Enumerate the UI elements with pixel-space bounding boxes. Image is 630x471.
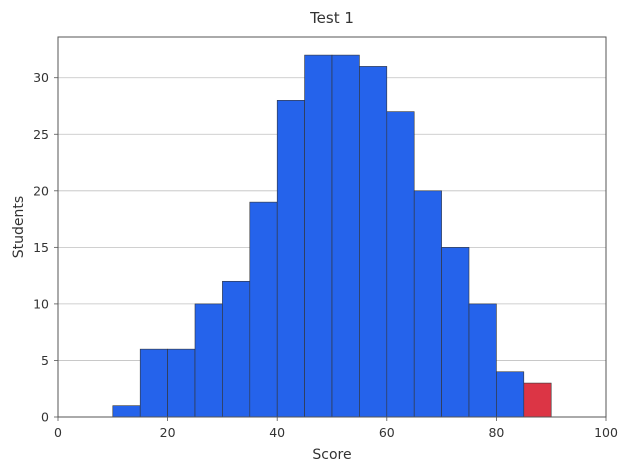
x-tick-label: 0: [54, 425, 62, 440]
histogram-bar: [496, 371, 525, 418]
histogram-bar: [194, 303, 223, 418]
chart-title: Test 1: [309, 9, 354, 27]
y-tick-label: 5: [41, 353, 49, 368]
x-tick-label: 100: [594, 425, 618, 440]
x-axis-ticks: 0 20 40 60 80 100: [54, 417, 618, 440]
y-axis-ticks: 0 5 10 15 20 25 30: [33, 70, 58, 425]
y-tick-label: 20: [33, 183, 49, 198]
histogram-bar-highlighted: [523, 382, 552, 418]
y-tick-label: 10: [33, 296, 49, 311]
histogram-bar: [359, 66, 388, 418]
x-axis-label: Score: [312, 447, 351, 463]
histogram-bars: [112, 54, 552, 418]
x-tick-label: 60: [379, 425, 395, 440]
y-tick-label: 25: [33, 127, 49, 142]
histogram-bar: [441, 247, 470, 418]
histogram-bar: [304, 54, 333, 418]
histogram-bar: [276, 100, 305, 418]
x-tick-label: 20: [160, 425, 176, 440]
histogram-bar: [413, 190, 442, 418]
histogram-bar: [331, 54, 360, 418]
histogram-bar: [386, 111, 415, 418]
histogram-bar: [167, 348, 196, 418]
x-tick-label: 40: [269, 425, 285, 440]
histogram-bar: [139, 348, 168, 418]
y-tick-label: 30: [33, 70, 49, 85]
histogram-bar: [222, 280, 251, 418]
histogram-bar: [468, 303, 497, 418]
x-tick-label: 80: [488, 425, 504, 440]
y-tick-label: 0: [41, 410, 49, 425]
histogram-bar: [249, 201, 278, 418]
y-axis-label: Students: [11, 196, 27, 258]
histogram-bar: [112, 405, 141, 418]
y-tick-label: 15: [33, 240, 49, 255]
plot-frame: [57, 36, 607, 418]
